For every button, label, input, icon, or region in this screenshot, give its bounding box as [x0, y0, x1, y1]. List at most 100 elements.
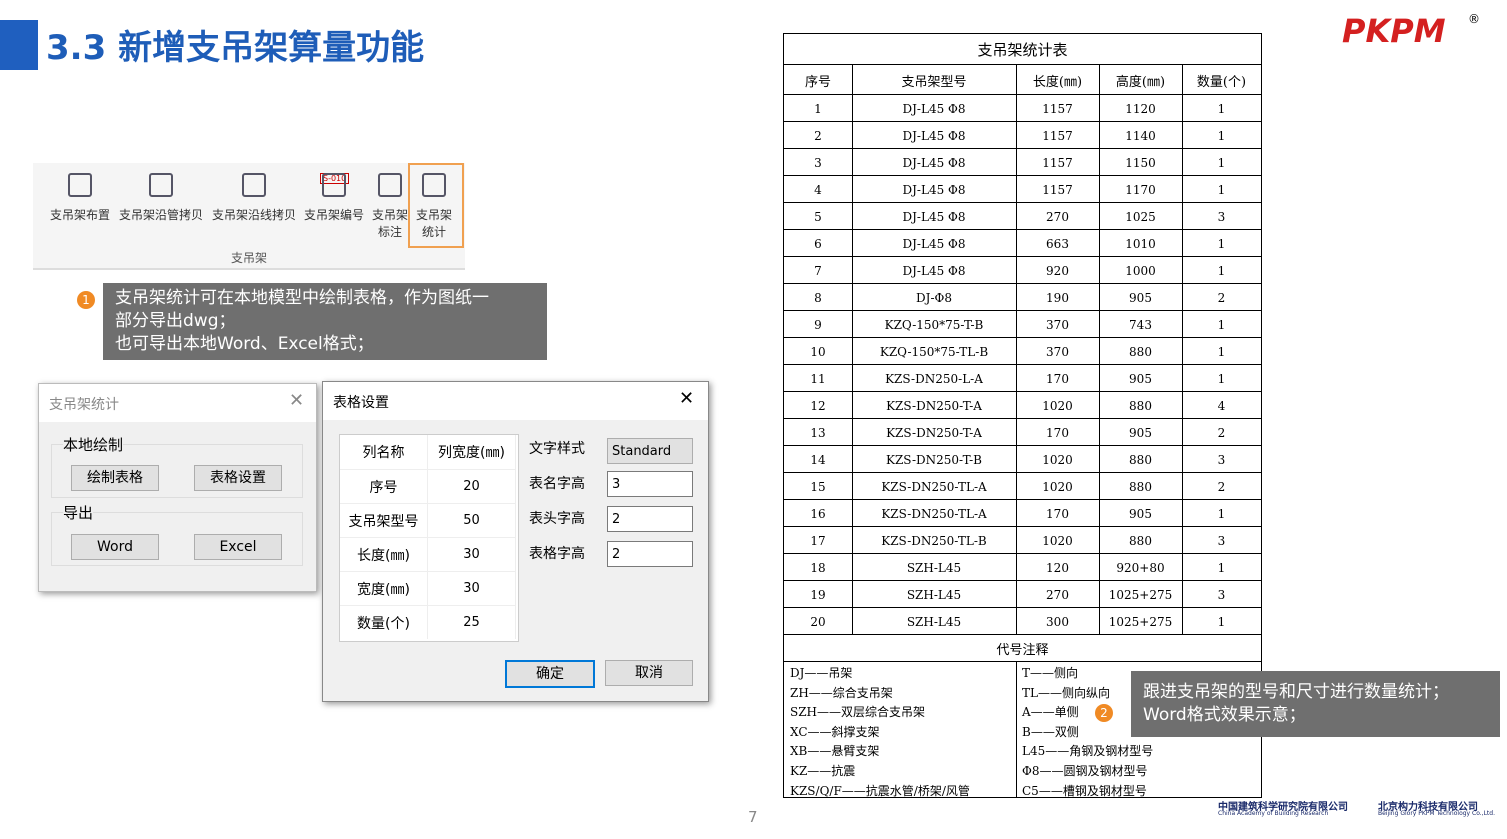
button[interactable]: Word — [71, 534, 159, 560]
table-cell: 880 — [1129, 452, 1152, 467]
table-cell: 20 — [810, 614, 826, 629]
note: 跟进支吊架的型号和尺寸进行数量统计； Word格式效果示意； — [1131, 671, 1500, 737]
field-input[interactable]: 2 — [607, 541, 693, 567]
rule — [1182, 64, 1183, 635]
table-cell: 1 — [1217, 506, 1226, 521]
table-cell: DJ-L45 Φ8 — [902, 209, 966, 224]
table-cell: 1025+275 — [1108, 614, 1173, 629]
table-cell: 3 — [814, 155, 822, 170]
note-item: Φ8——圆钢及钢材型号 — [1022, 764, 1148, 778]
table-cell: 920+80 — [1116, 560, 1165, 575]
badge: 2 — [1095, 704, 1113, 722]
table-cell: 3 — [1217, 209, 1226, 224]
note-item: XB——悬臂支架 — [790, 744, 880, 759]
table-cell: 270 — [1046, 209, 1069, 224]
table-cell: 880 — [1129, 479, 1152, 494]
ribbon-item[interactable]: 支吊架沿线拷贝 — [211, 208, 296, 222]
field-label: 文字样式 — [529, 441, 585, 457]
rule — [1099, 64, 1100, 635]
table-header: 数量(个) — [1196, 74, 1247, 90]
note-item: C5——槽钢及钢材型号 — [1022, 783, 1147, 798]
table-cell: 12 — [810, 398, 826, 413]
field-input[interactable]: 2 — [607, 506, 693, 532]
rule — [784, 472, 1261, 473]
table-cell: 1020 — [1042, 533, 1073, 548]
table-cell: KZQ-150*75-TL-B — [879, 344, 989, 359]
table-cell: 10 — [810, 344, 826, 359]
table-cell: 8 — [814, 290, 822, 305]
ribbon-icon — [378, 173, 402, 197]
ribbon-item[interactable]: 支吊架沿管拷贝 — [118, 208, 203, 222]
table-header: 序号 — [804, 74, 831, 90]
rule — [852, 64, 853, 635]
button[interactable]: 绘制表格 — [71, 465, 159, 491]
dialog-title: 表格设置 — [333, 395, 389, 411]
ribbon-item[interactable]: 支吊架 标注 — [371, 208, 408, 239]
ribbon-item[interactable]: 支吊架 统计 — [415, 208, 452, 239]
grid-cell: 支吊架型号 — [340, 503, 428, 537]
ribbon-item[interactable]: 支吊架编号 — [303, 208, 364, 222]
table-cell: KZQ-150*75-T-B — [884, 317, 984, 332]
button[interactable]: 表格设置 — [194, 465, 282, 491]
rule — [784, 337, 1261, 338]
table-cell: 1 — [1217, 182, 1226, 197]
note-item: DJ——吊架 — [790, 666, 853, 680]
ribbon-icon — [322, 173, 346, 197]
table-cell: 1 — [1217, 101, 1226, 116]
rule — [784, 202, 1261, 203]
table-cell: 1025+275 — [1108, 587, 1173, 602]
table-cell: 7 — [814, 263, 822, 278]
table-cell: 1 — [1217, 263, 1226, 278]
table-cell: KZS-DN250-T-A — [886, 425, 982, 440]
table-cell: 1025 — [1125, 209, 1156, 224]
table-cell: 170 — [1046, 371, 1069, 386]
table-cell: 880 — [1129, 344, 1152, 359]
button[interactable]: 取消 — [605, 660, 693, 686]
rule — [784, 121, 1261, 122]
grid-cell: 宽度(㎜) — [340, 571, 428, 605]
table-cell: 1 — [1217, 317, 1226, 332]
table-header: 支吊架型号 — [901, 74, 967, 90]
table-cell: 1010 — [1125, 236, 1156, 251]
note-line: 也可导出本地Word、Excel格式； — [115, 334, 374, 354]
close[interactable]: ✕ — [679, 388, 695, 409]
ribbon-icon — [242, 173, 266, 197]
note-item: KZS/Q/F——抗震水管/桥架/风管 — [790, 783, 970, 798]
table-cell: 6 — [814, 236, 822, 251]
table-cell: 170 — [1046, 425, 1069, 440]
table-cell: 14 — [810, 452, 826, 467]
close[interactable]: ✕ — [289, 390, 305, 411]
logo: PKPM — [1342, 12, 1446, 50]
table-cell: 18 — [810, 560, 826, 575]
note-item: XC——斜撑支架 — [790, 724, 880, 739]
table-cell: KZS-DN250-T-A — [886, 398, 982, 413]
table-cell: 905 — [1129, 506, 1152, 521]
ribbon-item[interactable]: 支吊架布置 — [49, 208, 110, 222]
highlight — [408, 163, 464, 248]
table-cell: 2 — [1217, 425, 1226, 440]
logo-mark: ® — [1468, 12, 1480, 26]
rule — [784, 283, 1261, 284]
table-cell: 15 — [810, 479, 826, 494]
table-cell: 9 — [814, 317, 822, 332]
field-input[interactable]: 3 — [607, 471, 693, 497]
grid-cell: 25 — [428, 605, 516, 639]
table-cell: SZH-L45 — [906, 614, 962, 629]
table-cell: 1 — [1217, 155, 1226, 170]
field-input[interactable]: Standard — [607, 438, 693, 464]
table-title: 支吊架统计表 — [977, 41, 1068, 59]
ribbon: S-010 支吊架 支吊架布置 支吊架沿管拷贝 支吊架沿线拷贝 支吊架编号 支吊架 标注… — [33, 163, 465, 270]
table-cell: 11 — [810, 371, 826, 386]
note-line: Word格式效果示意； — [1143, 705, 1306, 725]
rule — [784, 634, 1261, 635]
title: 3.3 新增支吊架算量功能 — [46, 28, 425, 68]
button[interactable]: Excel — [194, 534, 282, 560]
rule — [784, 310, 1261, 311]
rule — [784, 607, 1261, 608]
button[interactable]: 确定 — [505, 660, 595, 688]
rule — [784, 175, 1261, 176]
table-cell: 3 — [1217, 587, 1226, 602]
table-cell: DJ-L45 Φ8 — [902, 101, 966, 116]
grid-cell: 序号 — [340, 469, 428, 503]
